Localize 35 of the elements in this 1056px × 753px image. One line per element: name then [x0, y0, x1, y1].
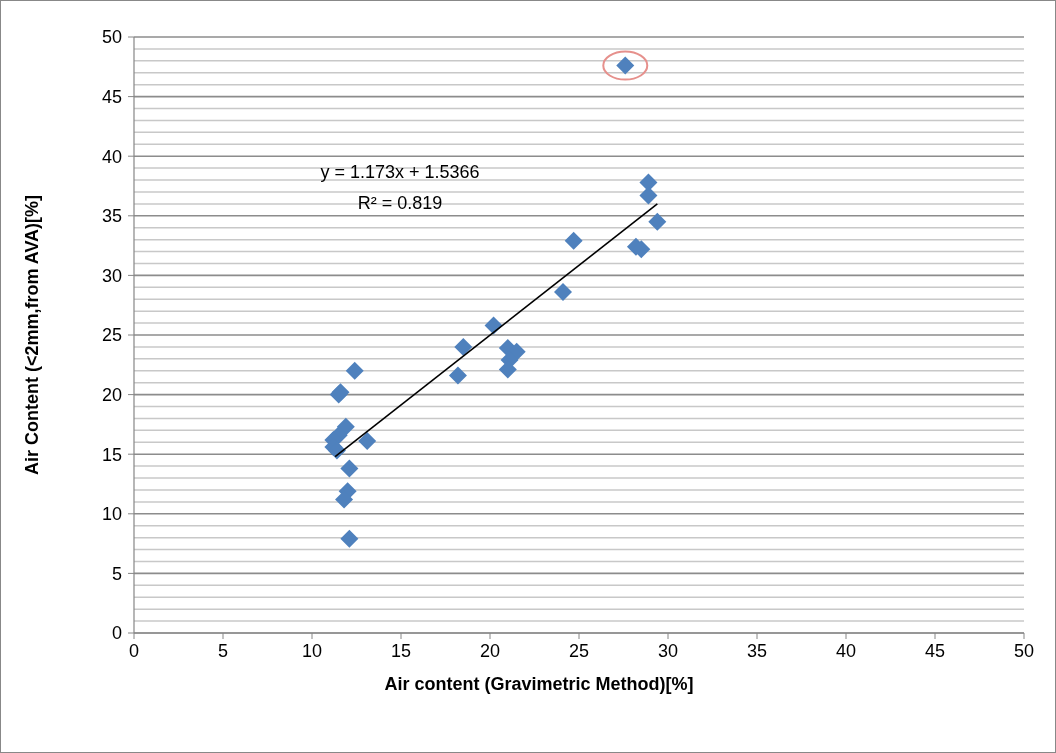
y-tick-label: 40	[101, 146, 122, 167]
annotation: R² = 0.819	[357, 193, 443, 213]
y-tick-label: 15	[101, 444, 122, 465]
x-tick-label: 35	[746, 641, 768, 661]
x-tick-label: 5	[217, 641, 229, 661]
point	[448, 366, 467, 385]
y-tick-label: 35	[101, 206, 122, 227]
x-tick-label: 50	[1013, 641, 1035, 661]
point	[454, 337, 473, 356]
x-tick-label: 0	[128, 641, 140, 661]
y-tick-label: 30	[101, 265, 122, 286]
x-tick-label: 40	[835, 641, 857, 661]
point	[648, 212, 667, 231]
y-axis-title: Air Content (<2mm,from AVA)[%]	[22, 194, 42, 476]
x-axis-title: Air content (Gravimetric Method)[%]	[384, 674, 694, 694]
x-tick-label: 15	[390, 641, 412, 661]
y-tick-label: 0	[111, 623, 122, 644]
annotation: y = 1.173x + 1.5366	[320, 162, 480, 182]
x-tick-label: 45	[924, 641, 946, 661]
x-tick-label: 30	[657, 641, 679, 661]
x-tick-label: 20	[479, 641, 501, 661]
y-tick-label: 10	[101, 504, 122, 525]
y-tick-label: 50	[101, 27, 122, 48]
point	[564, 231, 583, 250]
y-tick-label: 20	[101, 384, 122, 405]
point	[340, 529, 359, 548]
x-tick-label: 10	[301, 641, 323, 661]
x-tick-label: 25	[568, 641, 590, 661]
y-tick-label: 5	[111, 563, 122, 584]
point	[345, 361, 364, 380]
point	[553, 283, 572, 302]
y-tick-label: 25	[101, 325, 122, 346]
y-tick-label: 45	[101, 86, 122, 107]
point	[358, 432, 377, 451]
point	[340, 459, 359, 478]
